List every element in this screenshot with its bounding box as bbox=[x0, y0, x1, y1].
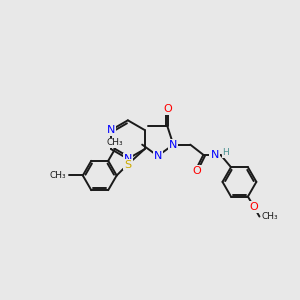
Text: CH₃: CH₃ bbox=[107, 138, 124, 147]
Text: N: N bbox=[169, 140, 178, 150]
Text: CH₃: CH₃ bbox=[49, 171, 66, 180]
Text: H: H bbox=[223, 148, 230, 157]
Text: O: O bbox=[192, 166, 201, 176]
Text: N: N bbox=[107, 125, 116, 135]
Text: O: O bbox=[163, 104, 172, 114]
Text: S: S bbox=[124, 160, 131, 170]
Text: N: N bbox=[210, 150, 219, 161]
Text: O: O bbox=[250, 202, 258, 212]
Text: CH₃: CH₃ bbox=[261, 212, 278, 221]
Text: N: N bbox=[154, 151, 162, 161]
Text: N: N bbox=[124, 154, 132, 164]
